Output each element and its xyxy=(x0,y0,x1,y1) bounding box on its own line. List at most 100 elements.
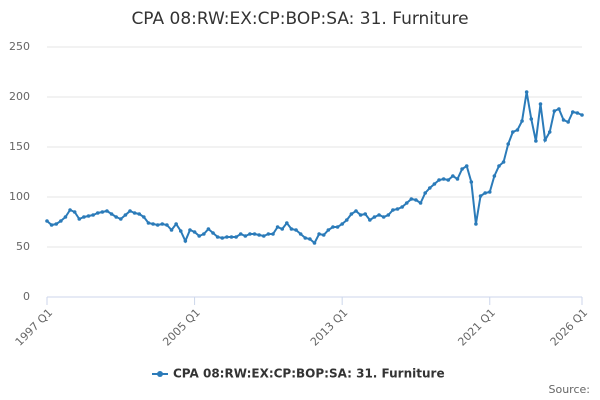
data-point xyxy=(95,211,100,215)
data-point xyxy=(105,209,109,213)
x-tick-label: 2021 Q1 xyxy=(455,306,498,349)
data-point xyxy=(441,177,446,181)
y-tick-label: 50 xyxy=(16,240,30,253)
data-point xyxy=(86,214,91,218)
data-point xyxy=(49,223,54,227)
data-point xyxy=(538,102,543,106)
data-point xyxy=(428,186,432,190)
data-point xyxy=(266,232,271,236)
data-point xyxy=(54,222,59,226)
data-point xyxy=(178,229,183,233)
x-tick-label: 2026 Q1 xyxy=(548,306,591,349)
data-point xyxy=(275,225,280,229)
y-tick-label: 100 xyxy=(9,190,30,203)
data-point xyxy=(238,232,243,236)
data-point xyxy=(331,225,335,229)
data-point xyxy=(142,215,146,219)
data-point xyxy=(285,221,289,225)
data-point xyxy=(529,117,534,121)
data-point xyxy=(423,191,427,195)
data-point xyxy=(128,209,132,213)
data-point xyxy=(252,232,257,236)
data-point xyxy=(146,221,151,225)
data-point xyxy=(404,201,409,205)
data-point xyxy=(114,215,118,219)
data-point xyxy=(118,217,123,221)
data-point xyxy=(298,232,303,236)
legend-marker xyxy=(157,371,163,377)
data-point xyxy=(59,219,63,223)
data-point xyxy=(202,232,206,236)
data-point xyxy=(229,235,234,239)
data-point xyxy=(451,174,455,178)
data-point xyxy=(534,139,538,143)
data-point xyxy=(497,164,501,168)
data-point xyxy=(557,107,561,111)
data-point xyxy=(349,212,354,216)
data-point xyxy=(123,213,128,217)
data-point xyxy=(317,232,321,236)
data-point xyxy=(391,208,395,212)
data-point xyxy=(132,211,137,215)
data-point xyxy=(474,222,478,226)
x-tick-label: 2005 Q1 xyxy=(160,306,203,349)
data-point xyxy=(326,228,331,232)
data-point xyxy=(566,120,570,124)
data-point xyxy=(271,232,275,236)
data-point xyxy=(377,213,381,217)
data-point xyxy=(308,237,312,241)
data-point xyxy=(344,218,349,222)
data-point xyxy=(183,239,188,243)
data-point xyxy=(340,222,344,226)
data-point xyxy=(552,109,557,113)
data-point xyxy=(234,235,238,239)
y-tick-label: 150 xyxy=(9,140,30,153)
data-point xyxy=(446,178,451,182)
series-line xyxy=(46,91,583,245)
data-point xyxy=(312,241,317,245)
data-point xyxy=(220,236,225,240)
source-label: Source: xyxy=(549,383,591,396)
data-point xyxy=(45,219,49,223)
data-point xyxy=(570,110,575,114)
data-point xyxy=(151,222,155,226)
data-point xyxy=(520,119,524,123)
data-point xyxy=(511,130,515,134)
data-point xyxy=(206,227,211,231)
data-point xyxy=(225,235,229,239)
data-point xyxy=(169,228,174,232)
data-point xyxy=(303,236,308,240)
data-point xyxy=(386,213,391,217)
data-point xyxy=(432,182,437,186)
data-point xyxy=(335,225,340,229)
data-point xyxy=(414,198,418,202)
data-point xyxy=(77,217,82,221)
x-tick-label: 2013 Q1 xyxy=(308,306,351,349)
data-point xyxy=(469,180,474,184)
data-point xyxy=(575,111,580,115)
data-point xyxy=(492,174,497,178)
data-point xyxy=(483,191,487,195)
data-point xyxy=(580,113,584,117)
data-point xyxy=(280,227,285,231)
data-point xyxy=(487,190,492,194)
data-point xyxy=(155,223,160,227)
data-point xyxy=(174,222,178,226)
y-tick-label: 200 xyxy=(9,90,30,103)
data-point xyxy=(515,128,520,132)
data-point xyxy=(460,167,464,171)
data-point xyxy=(294,228,298,232)
data-point xyxy=(243,234,248,238)
data-point xyxy=(137,212,142,216)
data-point xyxy=(455,177,460,181)
data-point xyxy=(248,232,252,236)
chart-title: CPA 08:RW:EX:CP:BOP:SA: 31. Furniture xyxy=(131,9,468,29)
y-tick-label: 250 xyxy=(9,40,30,53)
data-point xyxy=(358,213,363,217)
data-point xyxy=(211,231,215,235)
data-point xyxy=(257,233,261,237)
data-point xyxy=(91,213,95,217)
data-point xyxy=(72,210,77,214)
data-point xyxy=(437,178,441,182)
data-point xyxy=(478,194,483,198)
